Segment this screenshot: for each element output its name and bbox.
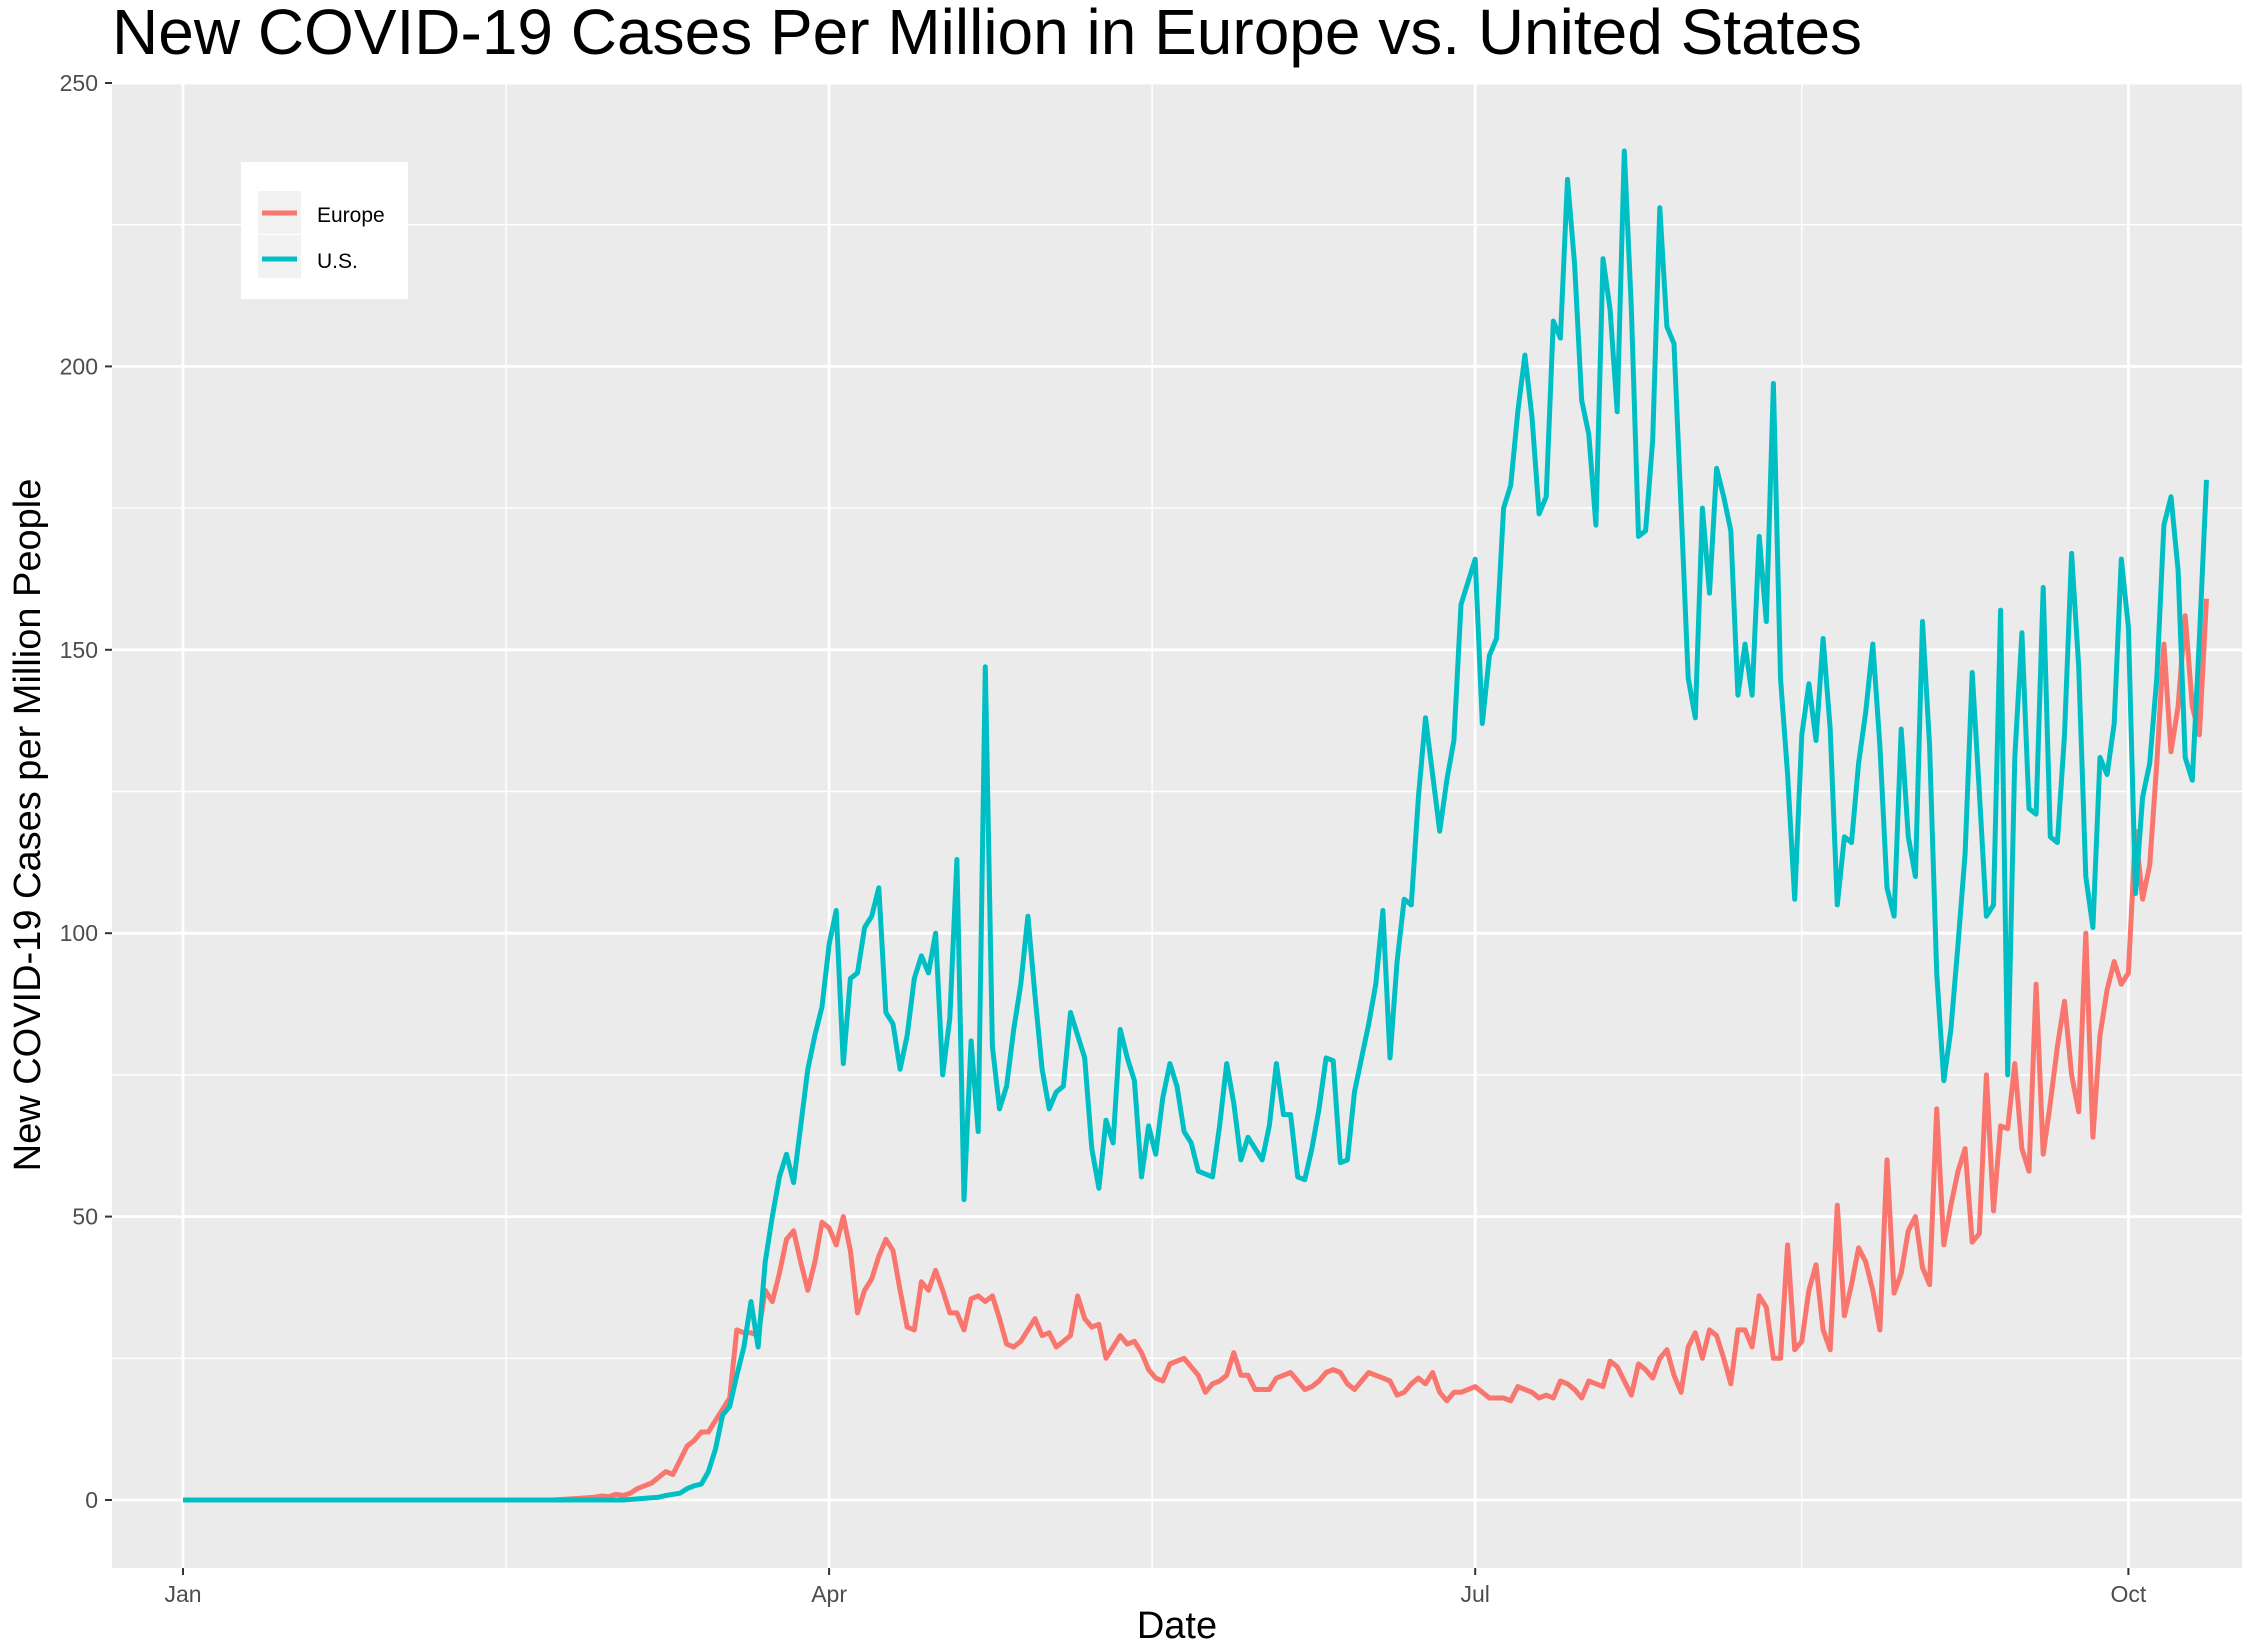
y-tick-label: 150 [60, 637, 98, 663]
series-line-us [183, 148, 2209, 1503]
x-axis-ticks: Jan Apr Jul Oct [164, 1568, 2147, 1607]
y-axis-title: New COVID-19 Cases per Million People [7, 479, 49, 1172]
series-lines [183, 148, 2209, 1503]
y-tick-label: 100 [60, 920, 98, 946]
x-tick-label: Jul [1460, 1581, 1489, 1607]
chart-title: New COVID-19 Cases Per Million in Europe… [112, 0, 1862, 68]
x-tick-label: Jan [164, 1581, 201, 1607]
y-tick-label: 250 [60, 70, 98, 96]
legend-label-us: U.S. [317, 250, 358, 273]
x-axis-title: Date [1137, 1605, 1217, 1647]
y-tick-label: 0 [85, 1487, 98, 1513]
y-tick-label: 50 [72, 1204, 98, 1230]
legend-label-europe: Europe [317, 204, 385, 227]
y-axis-ticks: 0 50 100 150 200 250 [60, 70, 112, 1513]
plot-panel [112, 83, 2242, 1568]
x-tick-label: Apr [811, 1581, 847, 1607]
series-line-europe [183, 598, 2209, 1503]
x-tick-label: Oct [2111, 1581, 2147, 1607]
legend: Europe U.S. [241, 162, 408, 299]
y-tick-label: 200 [60, 353, 98, 379]
